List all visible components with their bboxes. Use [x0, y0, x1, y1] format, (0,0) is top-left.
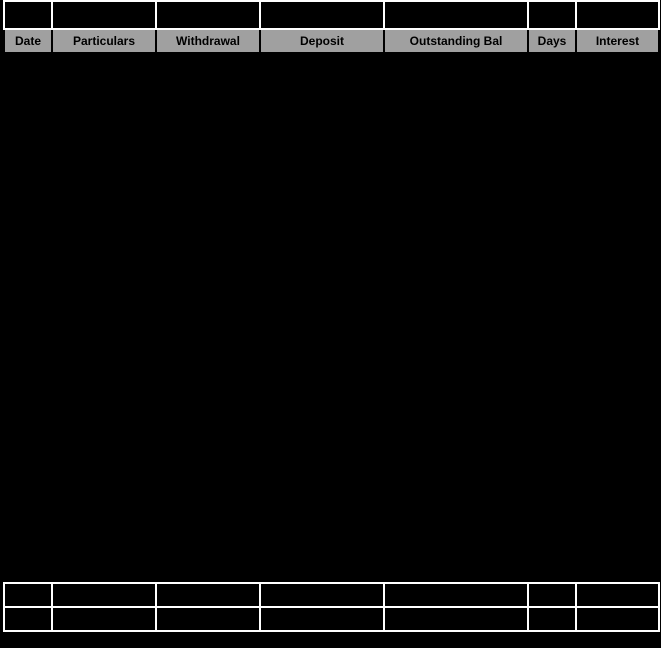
table-body-area: [4, 53, 659, 583]
blank-cell: [576, 1, 659, 29]
blank-cell: [4, 1, 52, 29]
table-header-row: Date Particulars Withdrawal Deposit Outs…: [4, 29, 659, 53]
col-withdrawal: Withdrawal: [156, 29, 260, 53]
footer-cell: [52, 607, 156, 631]
blank-cell: [52, 1, 156, 29]
footer-cell: [260, 607, 384, 631]
footer-cell: [528, 583, 576, 607]
footer-cell: [528, 607, 576, 631]
footer-cell: [4, 607, 52, 631]
col-interest: Interest: [576, 29, 659, 53]
footer-cell: [384, 607, 528, 631]
col-date: Date: [4, 29, 52, 53]
blank-cell: [156, 1, 260, 29]
blank-cell: [528, 1, 576, 29]
table-footer-row-1: [4, 583, 659, 607]
table-footer-row-2: [4, 607, 659, 631]
col-outstanding-bal: Outstanding Bal: [384, 29, 528, 53]
footer-cell: [4, 583, 52, 607]
footer-cell: [52, 583, 156, 607]
footer-cell: [260, 583, 384, 607]
col-particulars: Particulars: [52, 29, 156, 53]
ledger-table: Date Particulars Withdrawal Deposit Outs…: [3, 0, 660, 632]
blank-cell: [260, 1, 384, 29]
blank-cell: [384, 1, 528, 29]
col-deposit: Deposit: [260, 29, 384, 53]
footer-cell: [384, 583, 528, 607]
ledger-table-container: Date Particulars Withdrawal Deposit Outs…: [0, 0, 661, 648]
footer-cell: [576, 583, 659, 607]
col-days: Days: [528, 29, 576, 53]
footer-cell: [576, 607, 659, 631]
footer-cell: [156, 583, 260, 607]
footer-cell: [156, 607, 260, 631]
body-empty-area: [4, 53, 659, 583]
table-top-blank-row: [4, 1, 659, 29]
